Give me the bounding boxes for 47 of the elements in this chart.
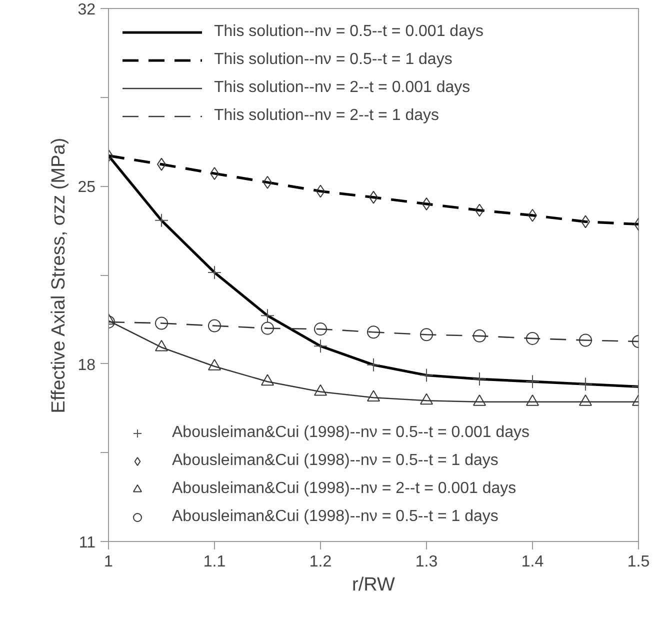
y-tick-label: 18 (78, 356, 96, 374)
point (579, 394, 592, 406)
point (367, 390, 380, 402)
legend-label: Abousleiman&Cui (1998)--nν = 0.5--t = 1 days (172, 452, 498, 470)
x-tick-label: 1.2 (309, 554, 332, 570)
legend-label: This solution--nν = 2--t = 0.001 days (214, 79, 470, 97)
point (420, 368, 434, 382)
point (314, 384, 327, 396)
point (526, 374, 540, 389)
point (314, 322, 327, 336)
point (261, 374, 274, 386)
point (526, 332, 539, 345)
x-tick-label: 1 (104, 554, 114, 570)
y-axis-title: Effective Axial Stress, σzz (MPa) (48, 138, 70, 414)
legend-label: Abousleiman&Cui (1998)--nν = 2--t = 0.001 days (172, 480, 516, 498)
y-tick-label: 25 (78, 179, 96, 196)
point (473, 394, 486, 406)
y-tick-label: 32 (78, 2, 96, 18)
point (578, 377, 592, 392)
x-tick-label: 1.5 (627, 554, 650, 570)
x-tick-label: 1.4 (521, 554, 544, 570)
legend-label: This solution--nν = 0.5--t = 1 days (214, 51, 452, 69)
point (579, 334, 592, 347)
legend-label: Abousleiman&Cui (1998)--nν = 0.5--t = 0.001 days (172, 424, 530, 442)
point (260, 308, 274, 323)
point (420, 393, 433, 405)
point (314, 339, 328, 354)
legend-label: Abousleiman&Cui (1998)--nν = 0.5--t = 1 days (172, 508, 498, 526)
point (155, 316, 168, 330)
point (208, 319, 221, 332)
x-tick-label: 1.1 (203, 554, 226, 570)
point (473, 329, 486, 342)
point (420, 328, 433, 342)
point (526, 394, 539, 406)
point (261, 322, 274, 335)
legend-label: This solution--nν = 0.5--t = 0.001 days (214, 23, 484, 41)
x-axis-title: r/RW (352, 574, 396, 596)
x-tick-label: 1.3 (415, 554, 438, 570)
y-tick-label: 11 (78, 534, 96, 552)
point (367, 326, 380, 339)
legend-label: This solution--nν = 2--t = 1 days (214, 107, 439, 125)
point (472, 372, 486, 386)
point (366, 358, 380, 372)
point (208, 358, 221, 370)
point (154, 213, 168, 228)
point (208, 265, 222, 280)
point (155, 340, 168, 352)
